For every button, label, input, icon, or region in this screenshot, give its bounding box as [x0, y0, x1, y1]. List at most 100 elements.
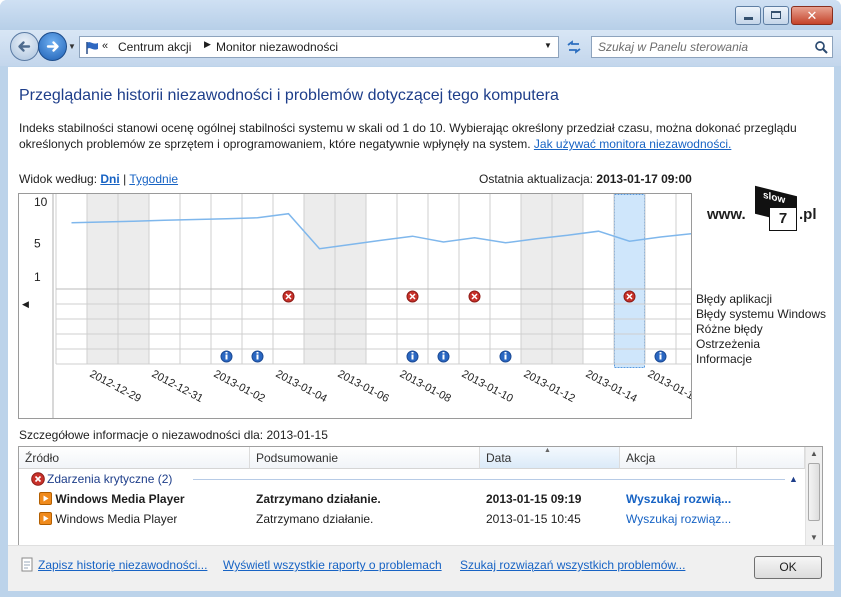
action-center-flag-icon: [86, 42, 98, 54]
x-tick-label-2013-01-06: 2013-01-06: [336, 368, 391, 405]
info-icon-dot: [256, 352, 259, 354]
breadcrumb-overflow[interactable]: «: [102, 40, 109, 52]
reliability-chart[interactable]: 10 5 1 2012-12-29 2012-12-31 2013-01-02 2013-0…: [18, 193, 701, 419]
error-icon-cross: [285, 293, 292, 300]
row-action-link[interactable]: Wyszukaj rozwią...: [626, 492, 732, 506]
help-link[interactable]: Jak używać monitora niezawodności.: [533, 137, 732, 151]
watermark-badge-text: slow: [763, 189, 786, 207]
description-line-1: Indeks stabilności stanowi ocenę ogólnej…: [19, 121, 797, 135]
info-icon-stem: [225, 354, 228, 360]
breadcrumb-separator-icon[interactable]: ▶: [204, 39, 211, 49]
x-tick-label-2012-12-31: 2012-12-31: [150, 368, 205, 405]
table-row[interactable]: Windows Media Player Zatrzymano działani…: [19, 509, 805, 529]
view-all-reports-link[interactable]: Wyświetl wszystkie raporty o problemach: [223, 558, 442, 572]
column-header-action[interactable]: Akcja: [620, 447, 737, 469]
y-tick-label-1: 1: [34, 270, 41, 284]
breadcrumb-item-reliability-monitor[interactable]: Monitor niezawodności: [216, 40, 339, 54]
column-header-source[interactable]: Źródło: [19, 447, 250, 469]
row-summary: Zatrzymano działanie.: [256, 492, 381, 506]
view-weeks-link[interactable]: Tygodnie: [129, 172, 179, 186]
legend-information: Informacje: [696, 352, 753, 366]
page-title: Przeglądanie historii niezawodności i pr…: [19, 87, 559, 104]
save-report-icon: [21, 557, 33, 572]
recent-pages-chevron-icon[interactable]: ▼: [68, 42, 76, 51]
row-source-text: Windows Media Player: [55, 512, 178, 526]
group-collapse-icon[interactable]: ▲: [789, 474, 798, 484]
weekend-column-2012-12-30: [118, 194, 149, 364]
weekend-column-2013-01-12: [521, 194, 552, 364]
scrollbar-thumb[interactable]: [808, 463, 820, 521]
stability-index-line: [71, 212, 692, 250]
column-header-summary[interactable]: Podsumowanie: [250, 447, 480, 469]
y-tick-label-10: 10: [34, 195, 48, 209]
error-icon-cross: [471, 293, 478, 300]
selected-day-column: [614, 194, 645, 368]
legend-windows-errors: Błędy systemu Windows: [696, 307, 827, 321]
x-tick-label-2013-01-12: 2013-01-12: [522, 368, 577, 405]
row-source: Windows Media Player: [39, 509, 177, 529]
scroll-left-arrow-icon[interactable]: ◀: [22, 299, 29, 309]
view-days-link[interactable]: Dni: [100, 172, 120, 186]
address-bar[interactable]: « Centrum akcji ▶ Monitor niezawodności …: [79, 36, 559, 58]
info-icon-dot: [442, 352, 445, 354]
application-error-marker-2013-01-08: [406, 290, 419, 303]
column-header-date[interactable]: Data ▲: [480, 447, 620, 469]
watermark-digit: 7: [769, 207, 797, 231]
minimize-button[interactable]: [735, 6, 761, 25]
maximize-button[interactable]: [763, 6, 789, 25]
table-row[interactable]: Windows Media Player Zatrzymano działani…: [19, 489, 805, 509]
information-marker-2013-01-16: [654, 350, 667, 363]
chart-row-legend: Błędy aplikacji Błędy systemu Windows Ró…: [696, 292, 826, 367]
legend-misc-errors: Różne błędy: [696, 322, 763, 336]
application-error-marker-2013-01-15: [623, 290, 636, 303]
search-icon[interactable]: [814, 40, 829, 55]
description-line-2: określonych problemów ze sprzętem i opro…: [19, 136, 819, 152]
search-box[interactable]: Szukaj w Panelu sterowania: [591, 36, 833, 58]
vertical-scrollbar[interactable]: ▲ ▼: [805, 447, 822, 546]
watermark-suffix: .pl: [799, 206, 817, 223]
last-update-label: Ostatnia aktualizacja:: [479, 172, 594, 186]
save-history-link[interactable]: Zapisz historię niezawodności...: [38, 558, 208, 572]
address-dropdown-icon[interactable]: ▼: [544, 41, 552, 50]
title-bar: ✕: [0, 0, 841, 30]
refresh-button[interactable]: [562, 36, 586, 58]
column-header-empty: [737, 447, 805, 469]
forward-button[interactable]: [38, 32, 67, 61]
close-button[interactable]: ✕: [791, 6, 833, 25]
details-table: Źródło Podsumowanie Data ▲ Akcja Zdarzen…: [18, 446, 823, 547]
column-header-date-label: Data: [486, 451, 512, 465]
back-arrow-icon: [18, 41, 31, 52]
weekend-column-2013-01-13: [552, 194, 583, 364]
info-icon-stem: [256, 354, 259, 360]
info-icon-stem: [442, 354, 445, 360]
details-heading: Szczegółowe informacje o niezawodności d…: [19, 428, 328, 442]
check-solutions-link[interactable]: Szukaj rozwiązań wszystkich problemów...: [460, 558, 686, 572]
info-icon-dot: [411, 352, 414, 354]
x-tick-label-2013-01-14: 2013-01-14: [584, 368, 639, 405]
details-label: Szczegółowe informacje o niezawodności d…: [19, 428, 264, 442]
scroll-up-icon[interactable]: ▲: [810, 449, 818, 458]
row-action-link[interactable]: Wyszukaj rozwiąz...: [626, 512, 732, 526]
weekend-column-2013-01-06: [335, 194, 366, 364]
scroll-down-icon[interactable]: ▼: [810, 533, 818, 542]
information-marker-2013-01-03: [251, 350, 264, 363]
info-icon-stem: [411, 354, 414, 360]
row-source: Windows Media Player: [39, 489, 185, 509]
ok-button[interactable]: OK: [754, 556, 822, 579]
media-player-icon: [39, 512, 52, 525]
x-tick-label-2012-12-29: 2012-12-29: [88, 368, 143, 405]
information-marker-2013-01-08: [406, 350, 419, 363]
critical-error-icon: [31, 472, 45, 486]
details-date: 2013-01-15: [266, 428, 328, 442]
info-icon-dot: [504, 352, 507, 354]
back-button[interactable]: [10, 32, 39, 61]
group-critical-events[interactable]: Zdarzenia krytyczne (2) ▲: [19, 469, 805, 489]
last-update-value: 2013-01-17 09:00: [596, 172, 692, 186]
breadcrumb-item-action-center[interactable]: Centrum akcji: [118, 40, 192, 54]
search-input[interactable]: Szukaj w Panelu sterowania: [598, 40, 749, 54]
forward-arrow-icon: [46, 41, 59, 52]
error-icon-cross: [409, 293, 416, 300]
info-icon-dot: [225, 352, 228, 354]
